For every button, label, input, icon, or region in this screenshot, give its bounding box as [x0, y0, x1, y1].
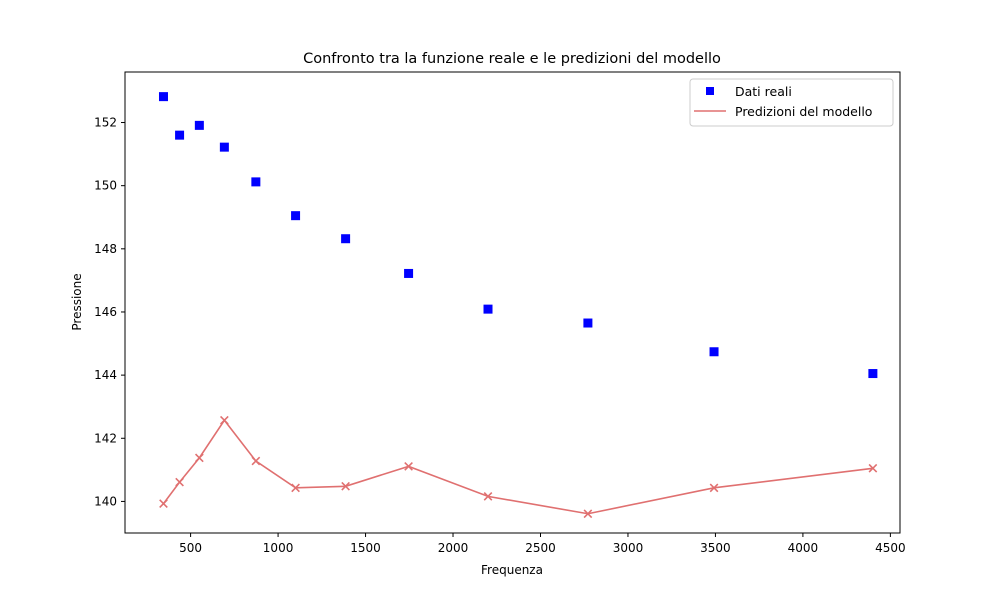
prediction-point	[175, 477, 184, 487]
x-axis-label: Frequenza	[481, 563, 543, 577]
x-tick-label: 3000	[613, 541, 644, 555]
real-data-point	[194, 120, 204, 130]
prediction-point	[868, 463, 878, 473]
x-tick-label: 1000	[263, 541, 294, 555]
plot-area	[158, 92, 878, 519]
prediction-point	[194, 453, 204, 463]
real-data-point	[583, 318, 593, 328]
prediction-point	[483, 492, 493, 501]
plot-frame	[124, 71, 901, 534]
prediction-point	[583, 509, 593, 519]
real-data-point	[291, 211, 301, 221]
chart-title: Confronto tra la funzione reale e le pre…	[303, 51, 721, 67]
legend-label-dati-reali: Dati reali	[735, 84, 792, 99]
prediction-point	[251, 456, 261, 466]
x-axis: 500 1000 1500 2000 2500 3000 3500 4000 4500	[179, 533, 906, 555]
legend-box	[689, 78, 894, 127]
real-data-point	[341, 234, 351, 244]
prediction-point	[220, 415, 229, 425]
y-tick-label: 152	[94, 116, 117, 130]
legend: Dati reali Predizioni del modello	[689, 78, 894, 127]
x-tick-label: 500	[179, 541, 202, 555]
real-data-point	[219, 142, 229, 152]
legend-marker-square	[706, 87, 714, 95]
legend-label-predizioni: Predizioni del modello	[735, 104, 872, 119]
y-tick-label: 144	[94, 368, 117, 382]
y-tick-label: 146	[94, 305, 117, 319]
prediction-point	[291, 483, 300, 493]
y-tick-label: 148	[94, 242, 117, 256]
y-tick-label: 142	[94, 431, 117, 445]
prediction-point	[404, 462, 413, 471]
real-data-point	[483, 304, 493, 314]
y-tick-label: 140	[94, 494, 117, 508]
x-tick-label: 4000	[788, 541, 819, 555]
real-data-point	[251, 177, 261, 187]
real-data-point	[709, 347, 719, 357]
prediction-point	[159, 499, 168, 509]
x-tick-label: 2500	[525, 541, 556, 555]
x-tick-label: 2000	[438, 541, 469, 555]
x-tick-label: 3500	[700, 541, 731, 555]
x-tick-label: 4500	[875, 541, 906, 555]
x-tick-label: 1500	[350, 541, 381, 555]
real-data-point	[404, 268, 414, 278]
real-data-point	[158, 92, 168, 102]
y-axis-label: Pressione	[70, 273, 84, 330]
real-data-point	[868, 369, 878, 379]
real-data-point	[175, 130, 185, 140]
y-axis: 140 142 144 146 148 150 152	[94, 116, 125, 508]
prediction-point	[341, 481, 350, 491]
prediction-point	[709, 483, 719, 493]
y-tick-label: 150	[94, 179, 117, 193]
